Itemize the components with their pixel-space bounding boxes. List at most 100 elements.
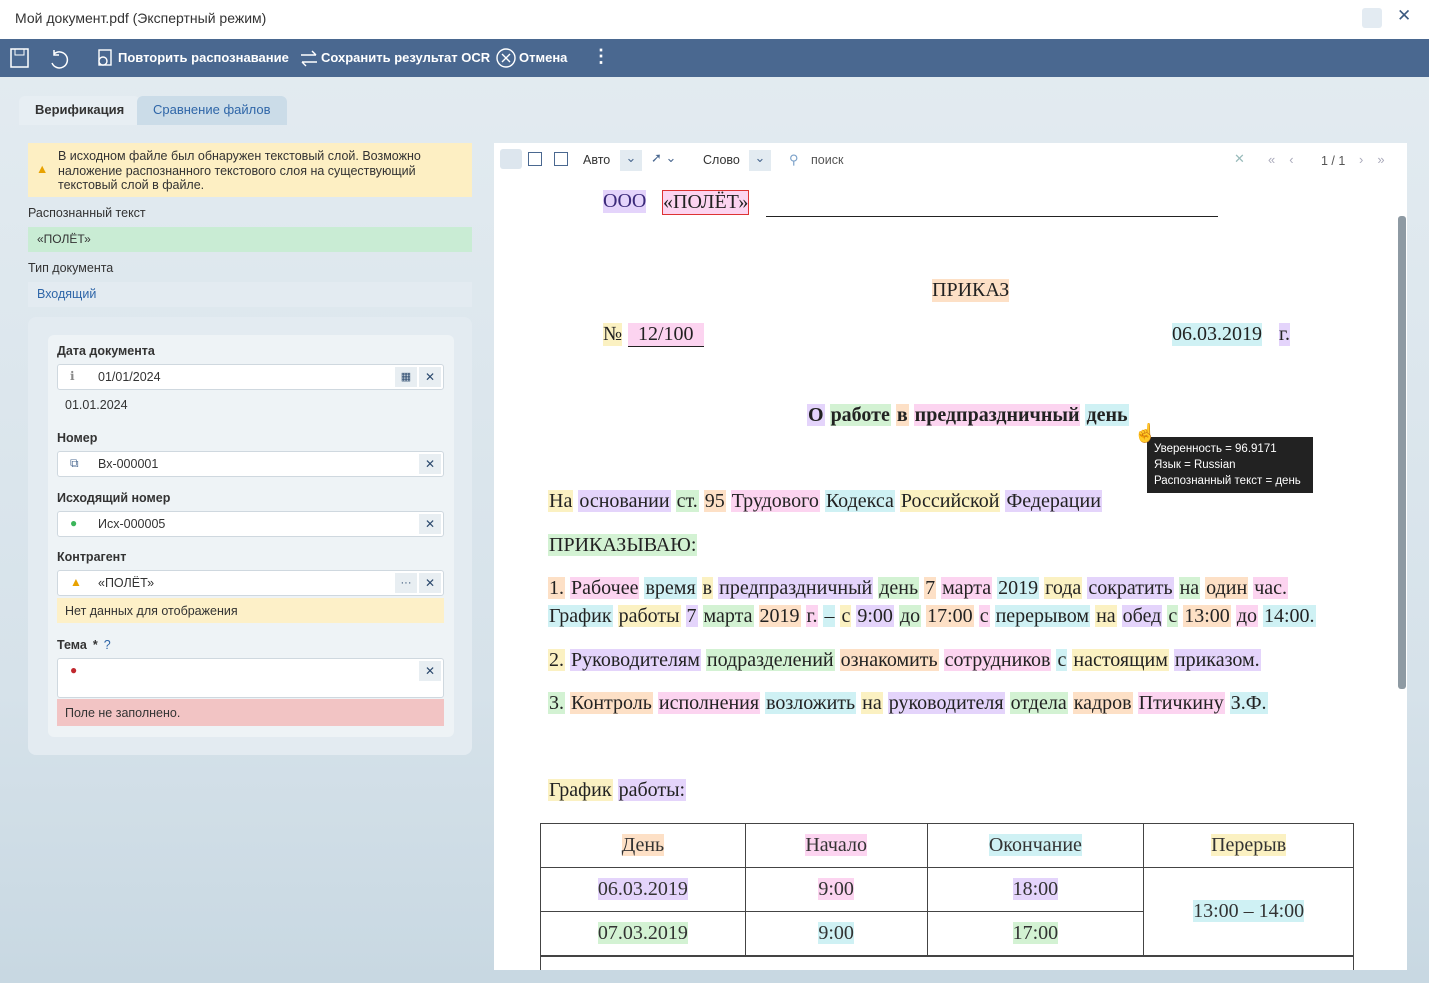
word[interactable]: час.	[1253, 577, 1288, 599]
unit[interactable]: Слово	[703, 153, 740, 167]
word[interactable]: до	[1235, 605, 1258, 627]
input[interactable]: ● ✕	[57, 658, 444, 698]
word[interactable]: на	[861, 692, 883, 714]
extra-button[interactable]: ···	[395, 573, 417, 593]
word[interactable]: обед	[1121, 605, 1163, 627]
word[interactable]: основании	[578, 490, 671, 512]
clear[interactable]: ✕	[1234, 151, 1245, 166]
input[interactable]: ▲ «ПОЛЁТ» ✕ ···	[57, 570, 444, 596]
expand[interactable]	[1362, 8, 1382, 28]
word[interactable]: 14:00.	[1263, 605, 1316, 627]
word[interactable]: подразделений	[705, 649, 835, 671]
word[interactable]: На	[548, 490, 574, 512]
word[interactable]: 7	[924, 577, 937, 599]
more[interactable]: ⋮	[592, 46, 610, 66]
clear-button[interactable]: ✕	[419, 573, 441, 593]
select-tool[interactable]: ➚ ⌄	[651, 150, 677, 165]
word[interactable]: день	[878, 577, 920, 599]
word[interactable]: в	[895, 404, 909, 426]
word[interactable]: Птичкину	[1137, 692, 1225, 714]
word[interactable]: перерывом	[994, 605, 1091, 627]
tab[interactable]: Верификация	[19, 96, 141, 125]
clear-button[interactable]: ✕	[419, 454, 441, 474]
word[interactable]: Российской	[899, 490, 1001, 512]
rotate-button[interactable]	[554, 152, 568, 166]
mode[interactable]: Авто	[583, 153, 611, 167]
word[interactable]: на	[1178, 577, 1201, 599]
word[interactable]: марта	[941, 577, 993, 599]
word[interactable]: возложить	[765, 692, 857, 714]
word[interactable]: –	[823, 605, 836, 627]
help-icon[interactable]: ?	[103, 638, 111, 652]
word[interactable]: кадров	[1072, 692, 1133, 714]
word[interactable]: с	[978, 605, 990, 627]
word[interactable]: с	[1167, 605, 1179, 627]
word[interactable]: ознакомить	[839, 649, 939, 671]
word[interactable]: График	[548, 779, 613, 801]
word[interactable]: сотрудников	[943, 649, 1052, 671]
word[interactable]: сократить	[1087, 577, 1174, 599]
nav-next[interactable]: ›»	[1359, 152, 1399, 167]
word[interactable]: настоящим	[1072, 649, 1169, 671]
word[interactable]: день	[1085, 404, 1129, 426]
clear-button[interactable]: ✕	[419, 661, 441, 681]
word[interactable]: О	[807, 404, 825, 426]
extra-button[interactable]: ▦	[395, 367, 417, 387]
word[interactable]: 7	[685, 605, 698, 627]
word[interactable]: 3.	[548, 692, 565, 714]
word[interactable]: время	[644, 577, 697, 599]
word[interactable]: с	[1056, 649, 1068, 671]
word[interactable]: года	[1044, 577, 1083, 599]
input[interactable]: ℹ 01/01/2024 ✕ ▦	[57, 364, 444, 390]
word[interactable]: Рабочее	[570, 577, 640, 599]
word[interactable]: Трудового	[730, 490, 820, 512]
word[interactable]: Федерации	[1005, 490, 1102, 512]
nav-first[interactable]: «‹	[1268, 152, 1308, 167]
word[interactable]: 95	[703, 490, 726, 512]
word[interactable]: руководителя	[887, 692, 1005, 714]
doc-type[interactable]: Входящий	[28, 282, 472, 307]
word[interactable]: предпраздничный	[913, 404, 1081, 426]
word[interactable]: 13:00	[1183, 605, 1231, 627]
word[interactable]: 2.	[548, 649, 565, 671]
search[interactable]: поиск	[811, 153, 844, 167]
word[interactable]: предпраздничный	[718, 577, 874, 599]
word[interactable]: Кодекса	[824, 490, 895, 512]
word[interactable]: ПРИКАЗЫВАЮ:	[548, 534, 698, 556]
word[interactable]: отдела	[1009, 692, 1068, 714]
word[interactable]: до	[898, 605, 922, 627]
dropdown[interactable]: ⌄	[749, 150, 771, 171]
input[interactable]: ⧉ Вх-000001 ✕	[57, 451, 444, 477]
clear-button[interactable]: ✕	[419, 367, 441, 387]
word[interactable]: с	[840, 605, 852, 627]
word[interactable]: З.Ф.	[1229, 692, 1268, 714]
word[interactable]: исполнения	[657, 692, 761, 714]
fit-button[interactable]	[528, 152, 542, 166]
word[interactable]: один	[1205, 577, 1249, 599]
input[interactable]: ● Исх-000005 ✕	[57, 511, 444, 537]
word[interactable]: в	[701, 577, 714, 599]
word[interactable]: Руководителям	[570, 649, 701, 671]
word[interactable]: работы:	[617, 779, 687, 801]
word[interactable]: 2019	[997, 577, 1040, 599]
button[interactable]: Сохранить результат OCR	[321, 50, 491, 65]
word[interactable]: 17:00	[926, 605, 974, 627]
word[interactable]: г.	[805, 605, 819, 627]
button[interactable]: Повторить распознавание	[118, 50, 289, 65]
clear-button[interactable]: ✕	[419, 514, 441, 534]
close[interactable]: ✕	[1397, 6, 1412, 25]
word[interactable]: на	[1095, 605, 1117, 627]
word[interactable]: работе	[829, 404, 891, 426]
link-button[interactable]	[500, 149, 522, 169]
dropdown[interactable]: ⌄	[620, 150, 642, 171]
scrollbar[interactable]	[1398, 216, 1406, 689]
word[interactable]: График	[548, 605, 613, 627]
word[interactable]: работы	[617, 605, 681, 627]
button[interactable]: Отмена	[519, 50, 568, 65]
word[interactable]: 1.	[548, 577, 565, 599]
tab[interactable]: Сравнение файлов	[137, 96, 287, 125]
word[interactable]: 2019	[758, 605, 801, 627]
word[interactable]: Контроль	[570, 692, 653, 714]
word[interactable]: марта	[702, 605, 754, 627]
toolbar-icons[interactable]	[10, 48, 90, 70]
